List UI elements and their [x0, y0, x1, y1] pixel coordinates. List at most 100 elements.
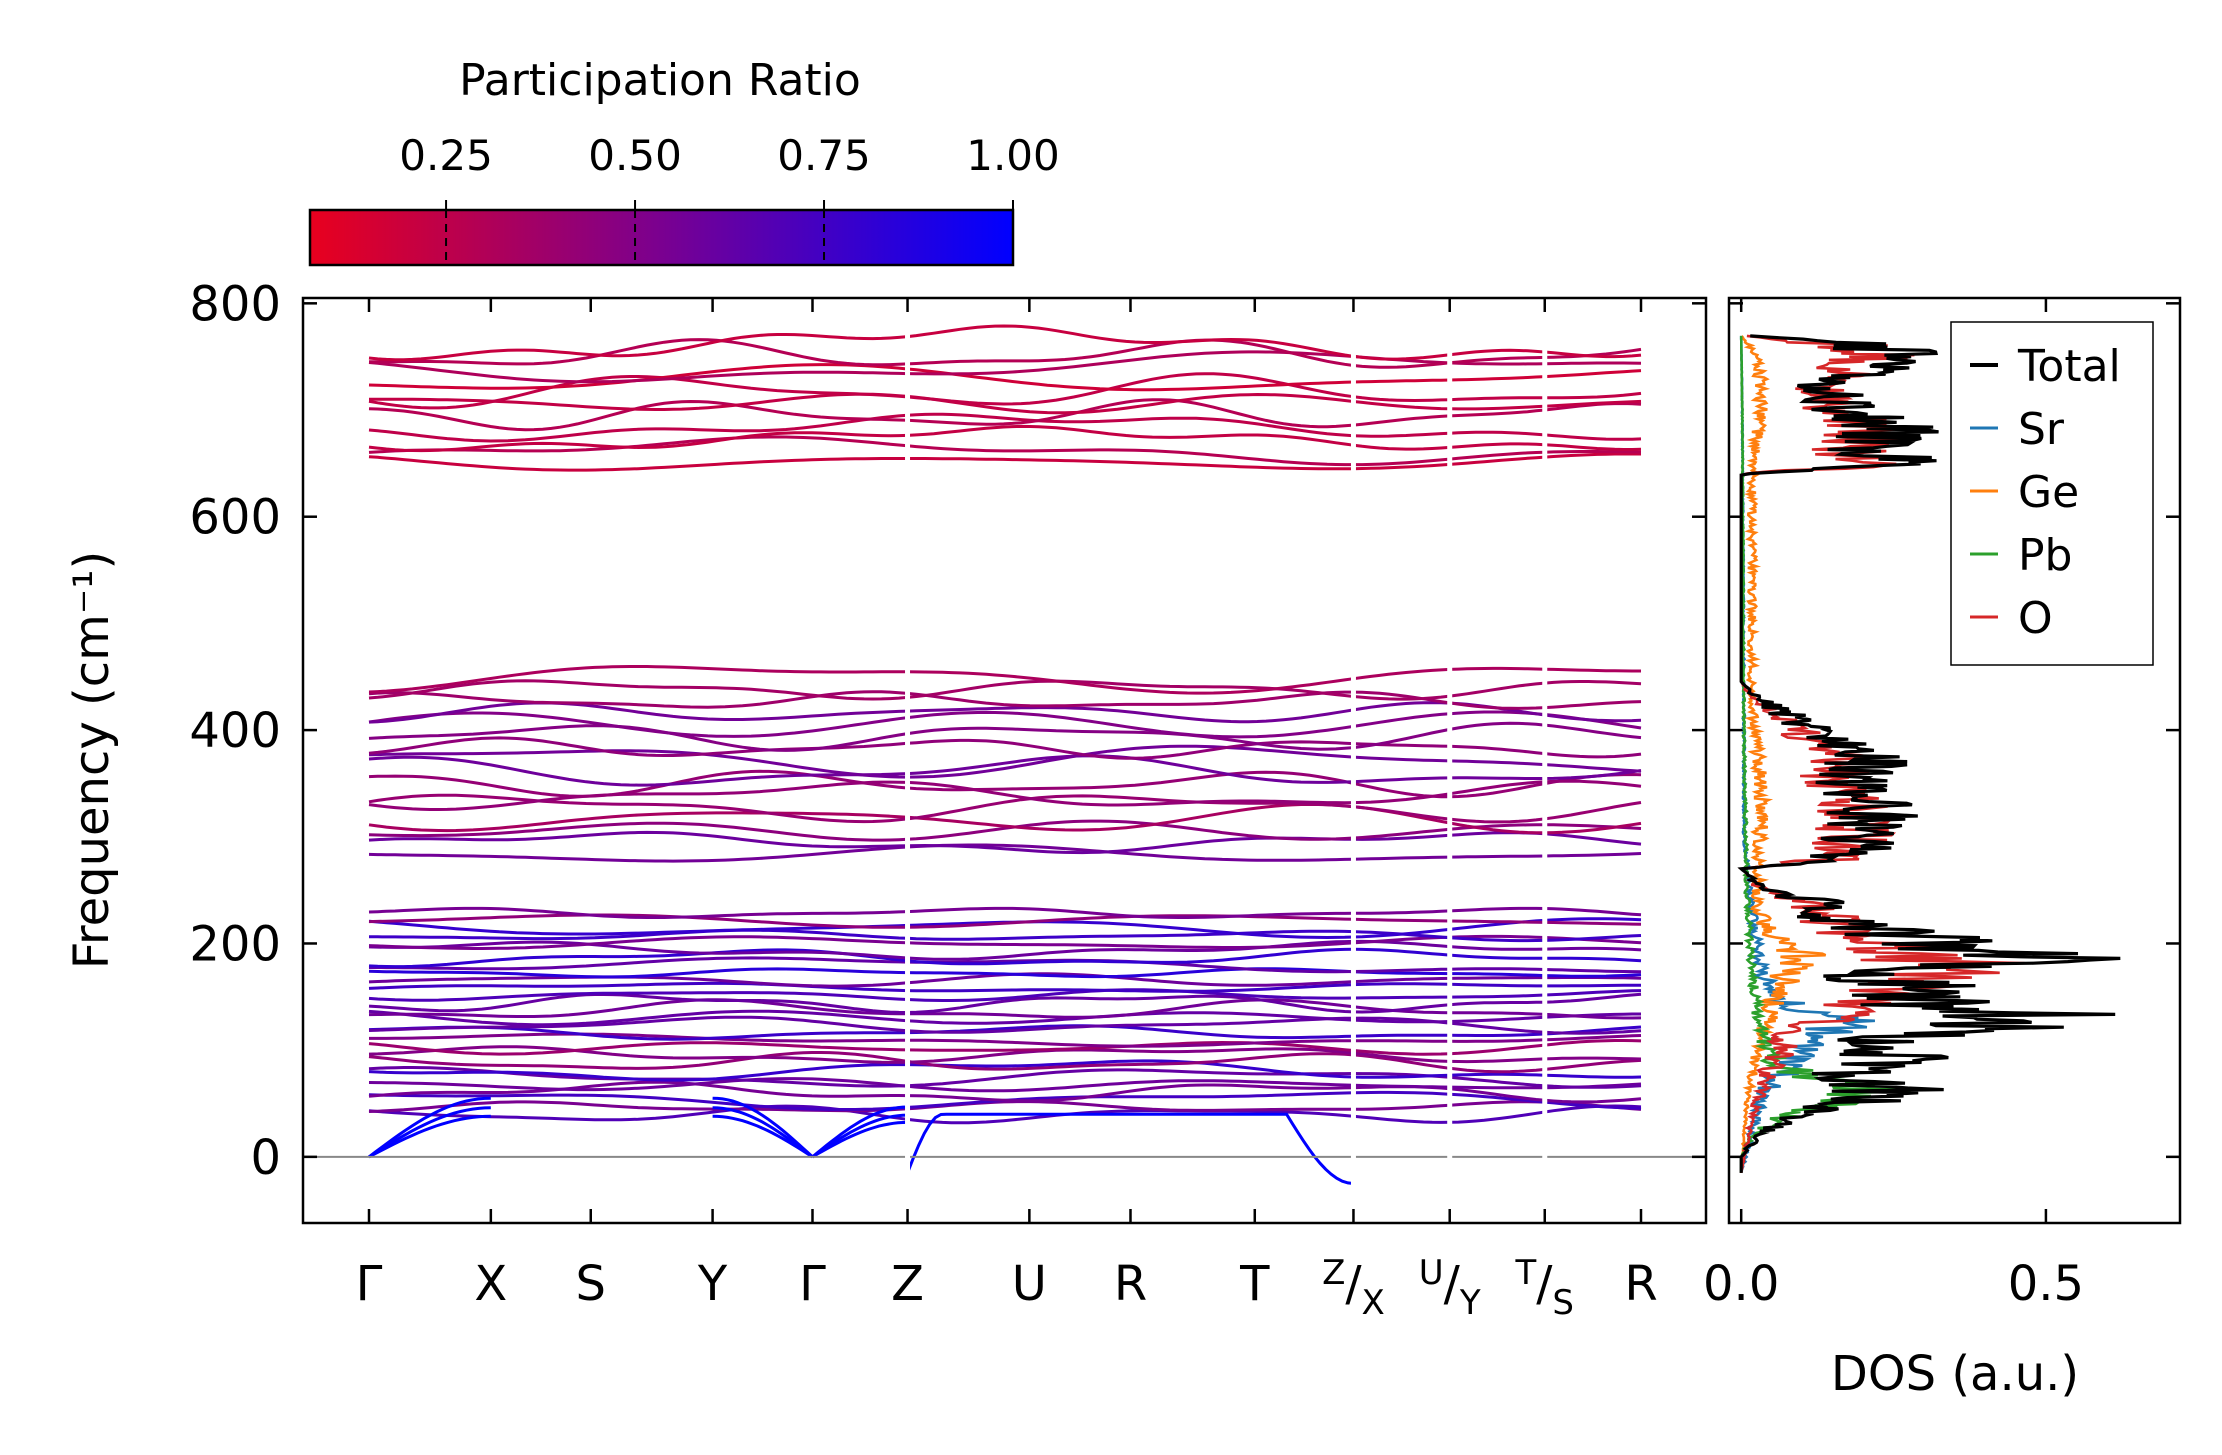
phonon-band — [369, 956, 908, 971]
phonon-band — [1353, 805, 1450, 821]
phonon-band — [1353, 1033, 1450, 1038]
phonon-band — [1544, 1058, 1642, 1071]
phonon-band — [1449, 953, 1545, 960]
phonon-band — [907, 929, 1354, 941]
phonon-band — [1353, 917, 1450, 923]
legend-label: Pb — [2018, 530, 2072, 581]
phonon-band — [1449, 430, 1545, 437]
phonon-band — [368, 679, 908, 701]
phonon-band — [1449, 982, 1545, 988]
phonon-band — [1449, 721, 1545, 731]
phonon-band — [1353, 1053, 1450, 1070]
acoustic-branch — [368, 1096, 491, 1159]
phonon-band — [907, 457, 1354, 471]
phonon-band — [368, 821, 908, 842]
phonon-band — [907, 941, 1354, 949]
phonon-band — [1353, 1003, 1450, 1014]
acoustic-branch — [811, 1105, 908, 1159]
phonon-band — [907, 706, 1354, 724]
phonon-band — [1353, 1103, 1450, 1111]
phonon-band — [1449, 817, 1545, 824]
phonon-band — [1544, 992, 1642, 1004]
dos-x-tick-label: 0.0 — [1703, 1256, 1779, 1312]
phonon-band — [368, 665, 908, 694]
phonon-band — [1449, 1092, 1545, 1104]
colorbar-title: Participation Ratio — [459, 55, 861, 106]
legend-label: Sr — [2018, 404, 2065, 455]
band-axes-frame — [301, 296, 1708, 1225]
phonon-band — [907, 398, 1354, 429]
phonon-band — [907, 1109, 1354, 1125]
phonon-band — [1353, 776, 1450, 784]
phonon-band — [1544, 680, 1642, 686]
phonon-band — [1449, 1066, 1545, 1074]
phonon-band — [1449, 936, 1545, 943]
phonon-band — [368, 935, 908, 950]
phonon-band — [1449, 1110, 1545, 1124]
legend-frame — [1950, 321, 2154, 666]
phonon-band — [368, 1045, 908, 1064]
phonon-band — [1449, 355, 1545, 365]
phonon-band — [1353, 400, 1450, 411]
phonon-band — [1353, 1049, 1450, 1056]
phonon-band — [1449, 759, 1545, 767]
phonon-band — [368, 690, 908, 709]
phonon-band — [1544, 823, 1642, 830]
phonon-band — [1449, 1021, 1545, 1034]
phonon-band — [907, 794, 1354, 821]
phonon-band — [1449, 361, 1545, 366]
phonon-band — [1544, 1034, 1642, 1042]
phonon-band — [368, 1015, 908, 1033]
acoustic-branch — [811, 1113, 908, 1159]
phonon-band — [1353, 995, 1450, 1000]
phonon-band — [368, 913, 908, 929]
phonon-band — [907, 1024, 1354, 1040]
phonon-band — [1353, 690, 1450, 705]
phonon-band — [368, 906, 908, 919]
phonon-band — [369, 338, 908, 367]
phonon-band — [368, 701, 908, 724]
phonon-band — [1544, 989, 1642, 997]
y-tick-label: 600 — [189, 490, 281, 546]
phonon-band — [907, 998, 1354, 1019]
phonon-band — [907, 1068, 1354, 1088]
acoustic-branch — [712, 1096, 814, 1158]
phonon-band — [1449, 1043, 1545, 1056]
phonon-band — [368, 1063, 908, 1082]
phonon-band — [907, 367, 1354, 392]
phonon-band — [1353, 667, 1450, 681]
phonon-band — [907, 710, 1354, 739]
phonon-band — [1544, 832, 1642, 846]
phonon-band — [1449, 1072, 1545, 1077]
phonon-band — [907, 1079, 1354, 1093]
phonon-band — [907, 1083, 1354, 1103]
phonon-band — [1449, 782, 1545, 799]
phonon-band — [1449, 1015, 1545, 1023]
phonon-band — [369, 392, 908, 411]
phonon-band — [1544, 769, 1642, 780]
colorbar-tick-label: 0.50 — [588, 131, 682, 180]
acoustic-branch — [811, 1120, 908, 1159]
phonon-band — [1544, 452, 1641, 459]
phonon-band — [1449, 976, 1545, 980]
phonon-band — [368, 830, 908, 849]
dos-panel: 0.0 0.5 DOS (a.u.) Total Sr Ge Pb O — [1703, 296, 2182, 1402]
phonon-band — [1353, 431, 1450, 438]
phonon-band — [1449, 945, 1545, 951]
phonon-band — [1544, 369, 1642, 379]
phonon-band — [1449, 701, 1545, 710]
phonon-band — [1449, 450, 1545, 461]
phonon-band — [1544, 907, 1642, 917]
phonon-band — [1353, 414, 1450, 427]
phonon-band — [368, 361, 908, 384]
phonon-band — [1353, 976, 1450, 984]
dos-legend: Total Sr Ge Pb O — [1950, 321, 2154, 666]
phonon-band — [1353, 927, 1450, 939]
phonon-band — [1353, 378, 1450, 384]
phonon-band — [368, 749, 908, 779]
phonon-band — [368, 967, 908, 979]
phonon-band — [1353, 755, 1450, 763]
phonon-band — [1449, 967, 1545, 971]
phonon-band — [1449, 442, 1545, 449]
phonon-band — [1353, 457, 1450, 467]
